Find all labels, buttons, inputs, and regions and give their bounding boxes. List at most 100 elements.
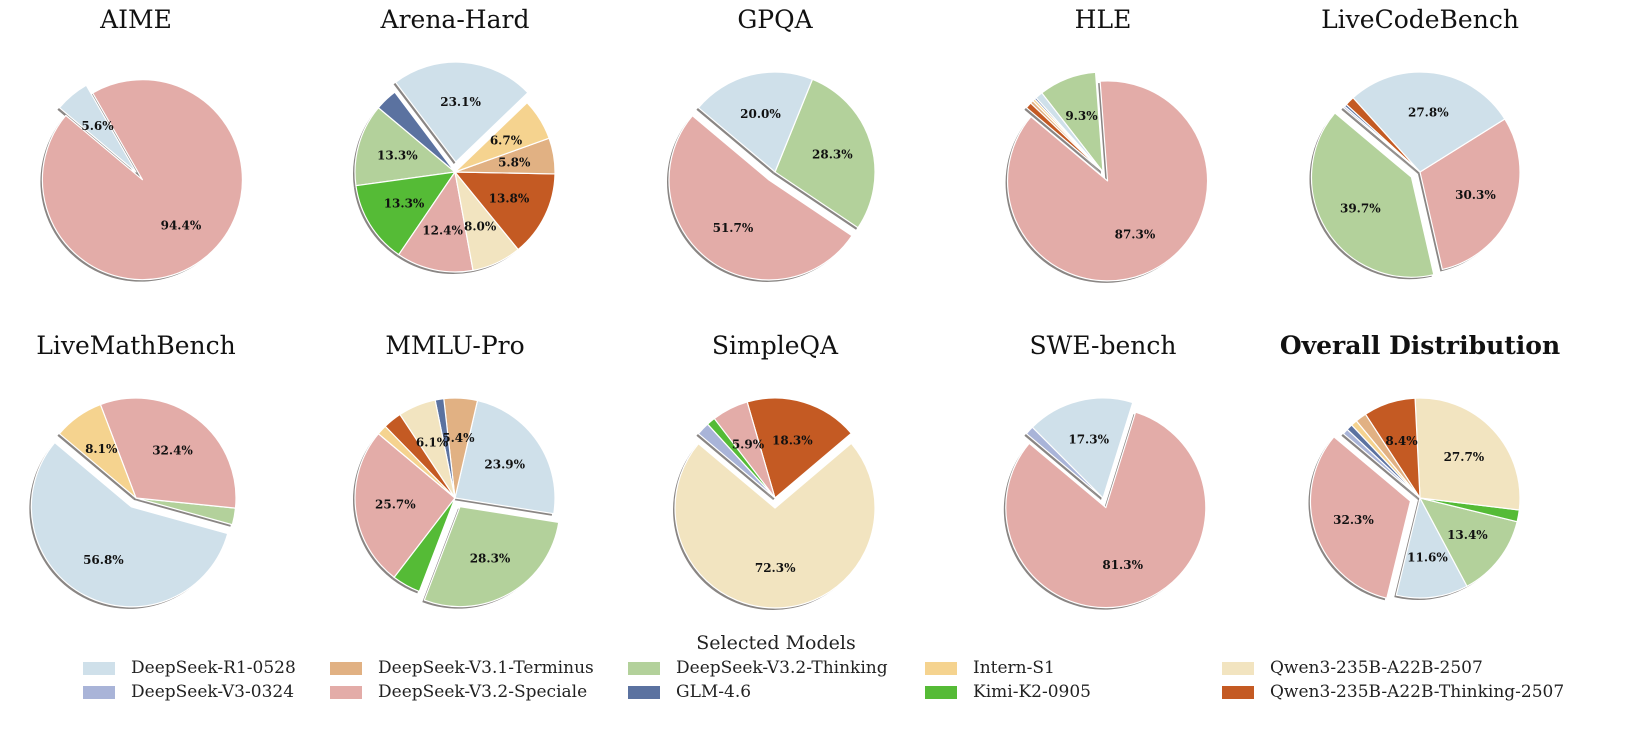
slice-percent-label: 32.3% [1333, 513, 1374, 527]
slice-percent-label: 27.8% [1408, 106, 1449, 120]
slice-percent-label: 28.3% [470, 552, 511, 566]
legend-item: DeepSeek-R1-0528 [83, 658, 296, 678]
legend-label: DeepSeek-V3.2-Speciale [378, 682, 588, 702]
pie-title: SWE-bench [1030, 331, 1177, 360]
slice-percent-label: 32.4% [152, 443, 193, 457]
legend-swatch [925, 661, 957, 675]
pie-slice-deepseek-r1-0528 [454, 399, 556, 515]
pie-slice-deepseek-v3-2-speciale [99, 397, 237, 509]
pie-title: MMLU-Pro [385, 331, 524, 360]
pie-gpqa: GPQA 51.7% 28.3% 20.0% [666, 5, 876, 282]
pie-slice-deepseek-v3-0324 [697, 423, 776, 499]
legend-item: Qwen3-235B-A22B-Thinking-2507 [1222, 682, 1564, 702]
pie-slice-qwen3-235b-a22b-2507 [1414, 397, 1521, 511]
slice-percent-label: 8.0% [464, 219, 497, 233]
slice-percent-label: 23.1% [440, 95, 481, 109]
pie-livecodebench: LiveCodeBench 39.7% 30.3% 27.8% [1309, 5, 1521, 280]
pie-simpleqa: SimpleQA 72.3% 18.3% 5.9% [673, 331, 876, 610]
slice-percent-label: 8.1% [85, 442, 118, 456]
pie-slice-deepseek-v3-2-speciale [668, 115, 853, 281]
pie-swe-bench: SWE-bench 81.3% 17.3% [1003, 331, 1207, 610]
pie-slice-qwen3-235b-a22b-thinking-2507 [746, 397, 852, 499]
pie-slice-intern-s1 [58, 403, 137, 499]
pie-slice-deepseek-v3-2-speciale [1309, 436, 1412, 599]
pie-aime: AIME 94.4% 5.6% [40, 5, 243, 282]
slice-percent-label: 13.4% [1447, 528, 1488, 542]
pie-slice-deepseek-r1-0528 [58, 84, 137, 173]
pie-title: Arena-Hard [380, 5, 530, 34]
slice-percent-label: 6.1% [416, 436, 449, 450]
slice-percent-label: 11.6% [1407, 551, 1448, 565]
pie-livemathbench: LiveMathBench 56.8% 32.4% 8.1% [29, 331, 237, 609]
pie-slice-deepseek-v3-2-speciale [398, 171, 474, 273]
slice-percent-label: 12.4% [422, 224, 463, 238]
pie-slice-deepseek-v3-2-speciale [41, 79, 243, 281]
slice-percent-label: 94.4% [161, 219, 202, 233]
legend-item: DeepSeek-V3.2-Thinking [628, 658, 888, 678]
pie-mmlu-pro: MMLU-Pro 25.7% 28.3% 23.9% 5.4%6.1% [353, 331, 560, 609]
pie-title: GPQA [737, 5, 813, 34]
legend-swatch [330, 661, 362, 675]
slice-percent-label: 5.8% [498, 155, 531, 169]
slice-percent-label: 5.4% [442, 431, 475, 445]
legend-label: DeepSeek-V3.2-Thinking [676, 658, 888, 678]
legend-label: GLM-4.6 [676, 682, 752, 702]
pie-slice-deepseek-v3-2-thinking [774, 78, 876, 229]
legend-item: GLM-4.6 [628, 682, 751, 702]
slice-percent-label: 28.3% [812, 147, 853, 161]
slice-percent-label: 51.7% [713, 221, 754, 235]
legend-swatch [330, 685, 362, 699]
pie-slice-intern-s1 [454, 102, 550, 173]
pie-slice-deepseek-v3-2-thinking [1419, 497, 1518, 587]
legend-swatch [83, 685, 115, 699]
slice-percent-label: 8.4% [1385, 434, 1418, 448]
pie-slice-glm-4-6 [377, 91, 456, 173]
slice-percent-label: 72.3% [755, 561, 796, 575]
pie-arena-hard: Arena-Hard 13.3% 13.3% 12.4% 8.0% 13.8% 5.8% 6.… [353, 5, 556, 274]
slice-percent-label: 13.8% [489, 191, 530, 205]
slice-percent-label: 23.9% [484, 457, 525, 471]
slice-percent-label: 25.7% [375, 498, 416, 512]
slice-percent-label: 87.3% [1115, 227, 1156, 241]
pie-slice-qwen3-235b-a22b-thinking-2507 [454, 171, 556, 251]
pie-slice-kimi-k2-0905 [355, 171, 456, 256]
legend-item: DeepSeek-V3.1-Terminus [330, 658, 594, 678]
slice-percent-label: 20.0% [740, 107, 781, 121]
pie-title: Overall Distribution [1280, 331, 1560, 360]
pie-slice-deepseek-v3-2-thinking [1310, 112, 1435, 278]
legend-swatch [628, 661, 660, 675]
pie-slice-deepseek-v3-2-speciale [1007, 80, 1209, 282]
slice-percent-label: 5.6% [81, 119, 114, 133]
pie-title: SimpleQA [712, 331, 839, 360]
slice-percent-label: 17.3% [1068, 433, 1109, 447]
pie-slice-deepseek-v3-2-speciale [1005, 411, 1207, 609]
slice-percent-label: 18.3% [772, 434, 813, 448]
pie-overall-distribution: Overall Distribution 32.3% 11.6% 13.4% 27.7%… [1280, 331, 1560, 601]
pie-slice-deepseek-v3-2-thinking [354, 107, 456, 187]
pie-slice-deepseek-v3-0324 [1025, 426, 1104, 499]
slice-percent-label: 13.3% [384, 197, 425, 211]
legend-item: Intern-S1 [925, 658, 1055, 678]
pie-slice-deepseek-v3-0324 [1342, 428, 1421, 499]
slice-percent-label: 39.7% [1340, 202, 1381, 216]
pie-slice-intern-s1 [377, 425, 456, 499]
legend-swatch [1222, 661, 1254, 675]
legend-label: Qwen3-235B-A22B-Thinking-2507 [1270, 682, 1565, 702]
pie-title: AIME [99, 5, 172, 34]
pie-slice-kimi-k2-0905 [393, 497, 456, 593]
pie-slice-deepseek-r1-0528 [697, 71, 814, 173]
legend-swatch [1222, 685, 1254, 699]
legend-swatch [628, 685, 660, 699]
slice-percent-label: 13.3% [377, 148, 418, 162]
pie-slice-deepseek-r1-0528 [394, 61, 529, 163]
legend-label: Intern-S1 [973, 658, 1055, 678]
legend-swatch [925, 685, 957, 699]
pie-slice-qwen3-235b-a22b-thinking-2507 [1025, 102, 1104, 173]
pie-slice-deepseek-r1-0528 [1352, 71, 1506, 173]
legend-label: DeepSeek-V3.1-Terminus [378, 658, 594, 678]
pie-hle: HLE 87.3% 9.3% [1005, 5, 1209, 283]
pie-slice-deepseek-v3-0324 [1342, 105, 1421, 173]
legend-item: Kimi-K2-0905 [925, 682, 1091, 702]
legend-label: DeepSeek-V3-0324 [131, 682, 295, 702]
